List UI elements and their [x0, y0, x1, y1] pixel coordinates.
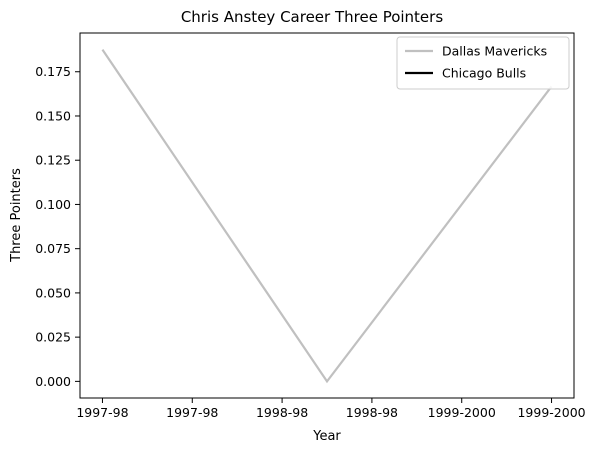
x-tick-label: 1997-98 — [76, 405, 128, 420]
y-axis-title: Three Pointers — [9, 168, 24, 263]
y-tick-label: 0.000 — [35, 374, 71, 389]
plot-frame — [79, 32, 575, 399]
series-line-dallas-mavericks — [101, 49, 553, 384]
legend-label: Dallas Mavericks — [442, 44, 547, 59]
x-tick-label: 1998-98 — [346, 405, 398, 420]
legend: Dallas Mavericks Chicago Bulls — [396, 36, 570, 90]
x-axis-title: Year — [312, 429, 341, 444]
y-axis: 0.000 0.025 0.050 0.075 0.100 0.125 0.150 0.175 — [35, 64, 80, 389]
x-axis: 1997-98 1997-98 1998-98 1998-98 1999-2000 199… — [76, 398, 586, 420]
y-tick-label: 0.150 — [35, 108, 71, 123]
legend-box — [396, 36, 570, 90]
x-tick-label: 1998-98 — [256, 405, 308, 420]
legend-label: Chicago Bulls — [442, 66, 526, 81]
series-layer — [101, 49, 553, 384]
x-tick-label: 1999-2000 — [517, 405, 585, 420]
y-tick-label: 0.050 — [35, 285, 71, 300]
y-tick-label: 0.175 — [35, 64, 71, 79]
y-tick-label: 0.025 — [35, 330, 71, 345]
y-tick-label: 0.100 — [35, 197, 71, 212]
chart-title: Chris Anstey Career Three Pointers — [181, 8, 444, 26]
y-tick-label: 0.125 — [35, 153, 71, 168]
x-tick-label: 1997-98 — [166, 405, 218, 420]
x-tick-label: 1999-2000 — [428, 405, 496, 420]
y-tick-label: 0.075 — [35, 241, 71, 256]
